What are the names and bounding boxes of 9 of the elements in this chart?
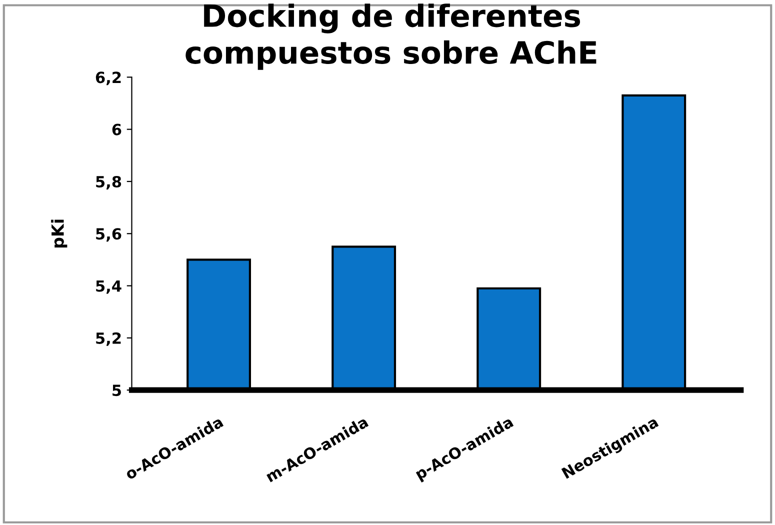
y-tick-label: 5,4 <box>96 280 122 294</box>
y-tick-label: 5,2 <box>96 332 121 346</box>
y-tick-label: 5 <box>112 384 121 396</box>
y-tick-label: 5,8 <box>96 176 122 190</box>
y-tick-label: 6,2 <box>96 72 121 86</box>
y-tick-label: 6 <box>112 124 122 136</box>
chart-title: Docking de diferentes compuestos sobre AChE <box>186 4 596 70</box>
y-axis-title: pKi <box>51 220 68 248</box>
y-tick-label: 5,6 <box>96 228 122 242</box>
